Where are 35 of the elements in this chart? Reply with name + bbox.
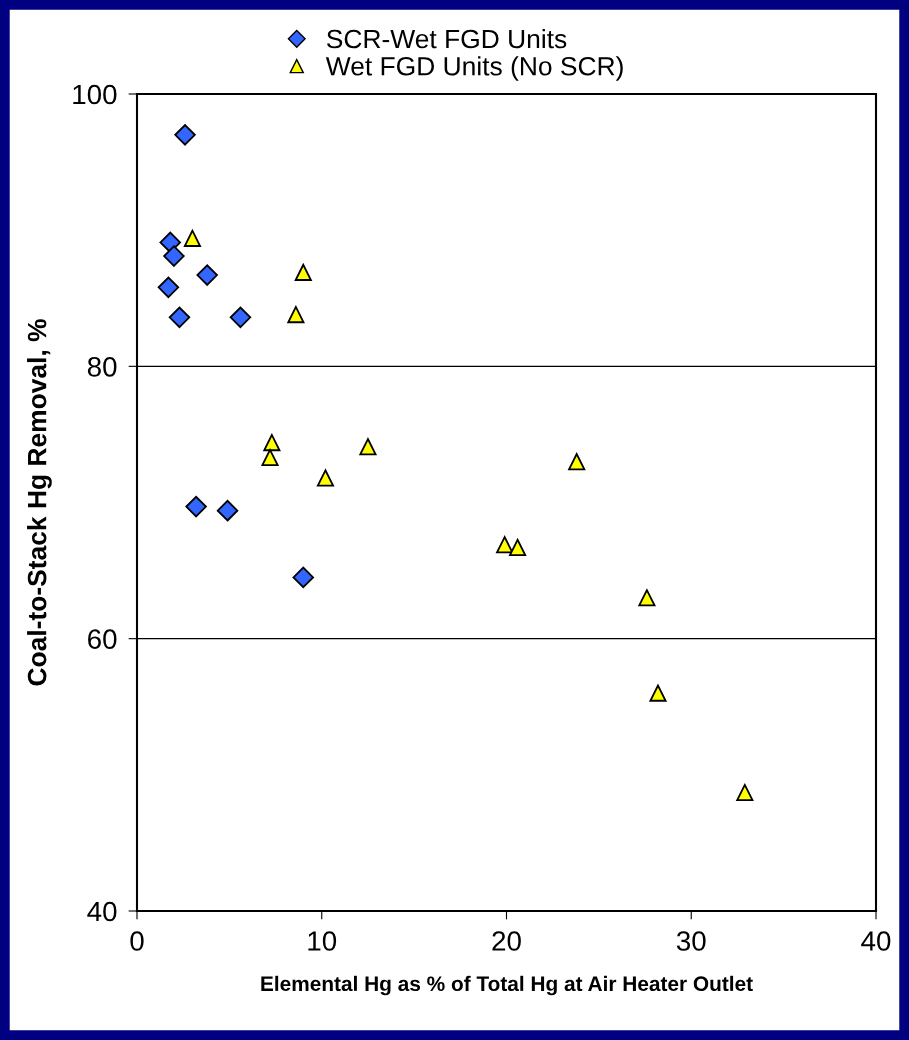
- point: [736, 783, 754, 802]
- point: [229, 306, 252, 329]
- x-tick-label: 20: [492, 931, 521, 951]
- point: [316, 469, 334, 487]
- point: [294, 263, 312, 281]
- x-tick-label: 0: [130, 931, 144, 951]
- point: [287, 306, 305, 324]
- x-axis-title: Elemental Hg as % of Total Hg at Air Heater Outlet: [261, 975, 753, 996]
- point: [168, 306, 191, 329]
- y-tick-label: 60: [88, 629, 117, 650]
- x-tick-label: 40: [861, 931, 891, 951]
- point: [196, 264, 218, 286]
- point: [157, 276, 180, 299]
- point: [185, 495, 207, 518]
- point: [174, 124, 196, 146]
- x-tick-label: 10: [308, 931, 337, 951]
- point: [292, 566, 315, 589]
- point: [638, 589, 656, 607]
- y-tick-label: 80: [87, 357, 117, 377]
- legend-label: Wet FGD Units (No SCR): [325, 56, 623, 81]
- point: [649, 684, 667, 702]
- y-tick-label: 40: [87, 901, 117, 922]
- legend-label: SCR-Wet FGD Units: [326, 28, 567, 49]
- x-tick-label: 30: [676, 931, 706, 951]
- point: [183, 229, 201, 247]
- point: [263, 434, 281, 452]
- y-axis-title: Coal-to-Stack Hg Removal, %: [27, 319, 52, 686]
- y-tick-label: 100: [73, 84, 117, 105]
- point: [568, 453, 586, 471]
- point: [496, 536, 514, 554]
- point: [163, 245, 185, 267]
- point: [261, 449, 279, 467]
- point: [216, 499, 239, 522]
- point: [509, 538, 527, 556]
- point: [359, 438, 377, 456]
